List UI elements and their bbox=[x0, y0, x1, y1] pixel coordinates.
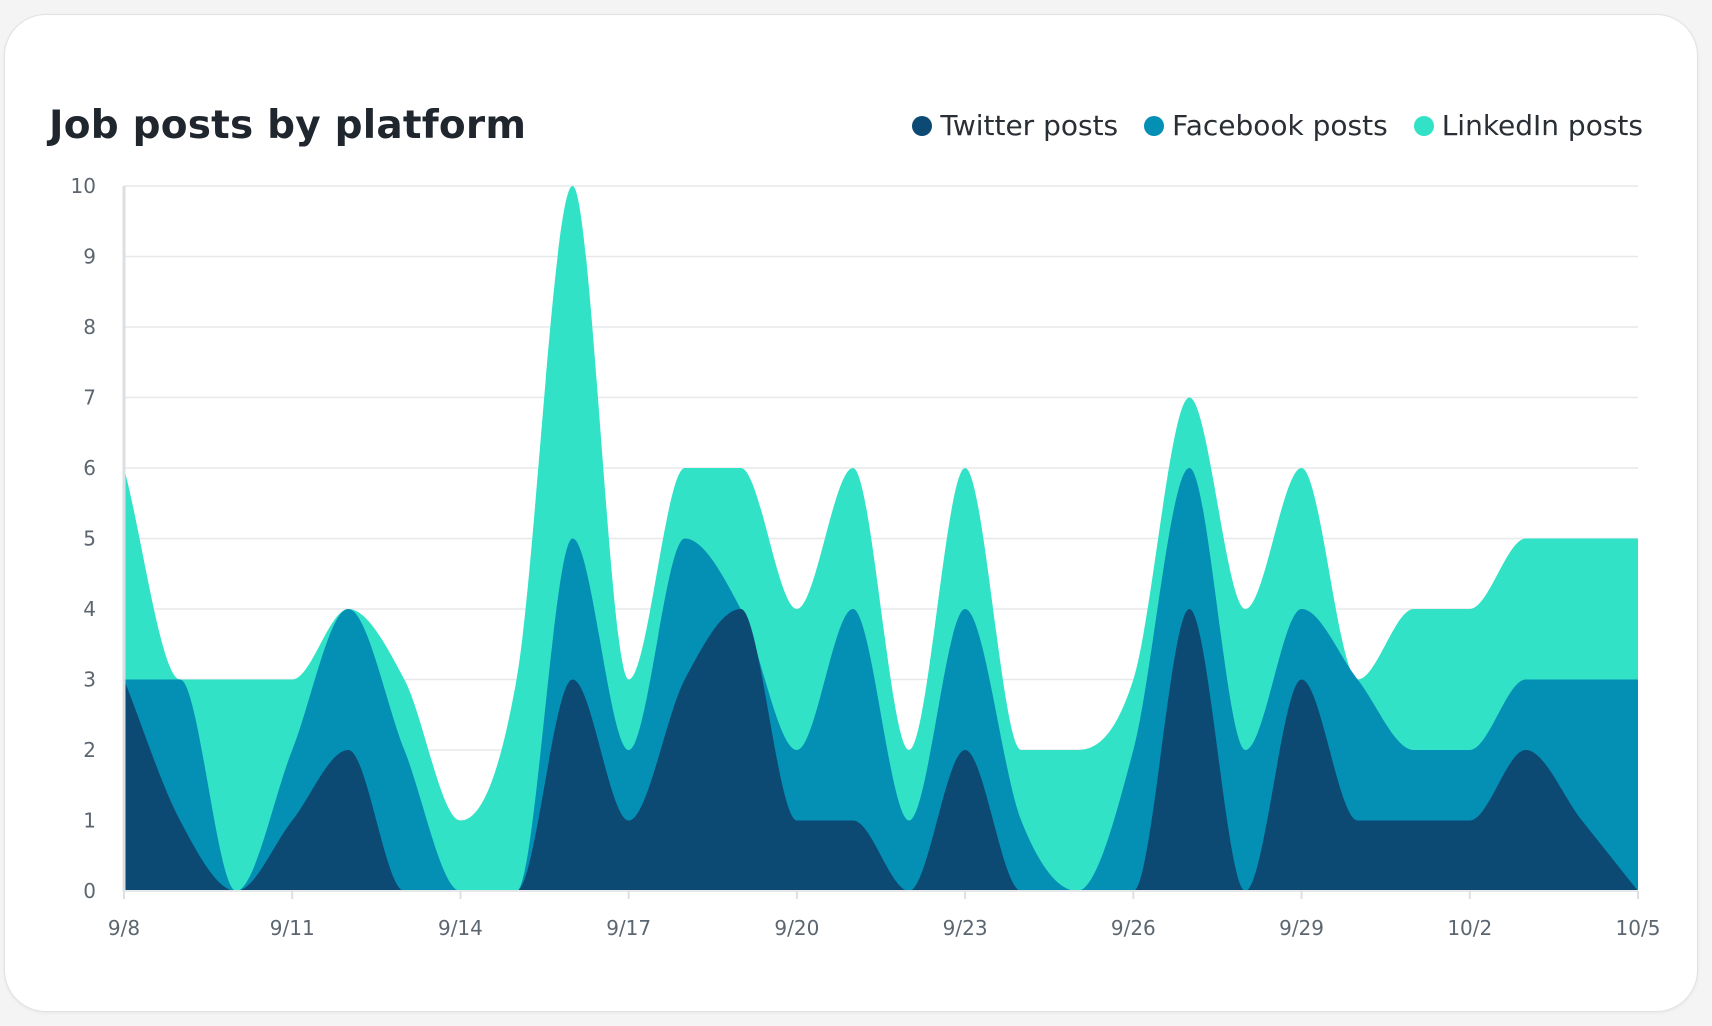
y-tick-label-5: 5 bbox=[83, 527, 96, 551]
x-tick-label-9-11: 9/11 bbox=[270, 916, 315, 940]
legend-dot-facebook bbox=[1144, 115, 1165, 136]
x-tick-label-9-26: 9/26 bbox=[1111, 916, 1156, 940]
legend-item-facebook[interactable]: Facebook posts bbox=[1144, 109, 1388, 142]
y-tick-label-0: 0 bbox=[83, 879, 96, 903]
x-tick-label-9-20: 9/20 bbox=[774, 916, 819, 940]
y-tick-label-7: 7 bbox=[83, 386, 96, 410]
legend-dot-linkedin bbox=[1413, 115, 1434, 136]
chart-title: Job posts by platform bbox=[49, 103, 527, 148]
legend-item-twitter[interactable]: Twitter posts bbox=[912, 109, 1118, 142]
y-tick-label-4: 4 bbox=[83, 597, 96, 621]
x-tick-label-10-2: 10/2 bbox=[1447, 916, 1492, 940]
legend-item-linkedin[interactable]: LinkedIn posts bbox=[1413, 109, 1643, 142]
legend-label-twitter: Twitter posts bbox=[940, 109, 1119, 142]
x-tick-label-10-5: 10/5 bbox=[1616, 916, 1661, 940]
area-linkedin-posts[interactable] bbox=[124, 186, 1638, 891]
area-facebook-posts[interactable] bbox=[124, 468, 1638, 891]
y-tick-label-1: 1 bbox=[83, 809, 96, 833]
chart-legend: Twitter posts Facebook posts LinkedIn po… bbox=[912, 109, 1643, 142]
legend-label-linkedin: LinkedIn posts bbox=[1441, 109, 1643, 142]
y-tick-label-3: 3 bbox=[83, 668, 96, 692]
x-tick-label-9-23: 9/23 bbox=[943, 916, 988, 940]
y-tick-label-10: 10 bbox=[71, 174, 96, 198]
area-twitter-posts[interactable] bbox=[124, 609, 1638, 891]
x-tick-label-9-29: 9/29 bbox=[1279, 916, 1324, 940]
area-series bbox=[124, 186, 1638, 891]
y-tick-label-9: 9 bbox=[83, 245, 96, 269]
axes bbox=[122, 186, 1639, 899]
legend-dot-twitter bbox=[912, 115, 933, 136]
x-tick-label-9-14: 9/14 bbox=[438, 916, 483, 940]
y-tick-label-6: 6 bbox=[83, 456, 96, 480]
x-tick-label-9-17: 9/17 bbox=[606, 916, 651, 940]
tick-labels: 0 1 2 3 4 5 6 7 8 9 10 9/8 9/11 9/14 9/17 9/20 9/23 9/26 9… bbox=[71, 174, 1661, 940]
y-tick-label-8: 8 bbox=[83, 315, 96, 339]
legend-label-facebook: Facebook posts bbox=[1172, 109, 1388, 142]
y-tick-label-2: 2 bbox=[83, 738, 96, 762]
x-tick-label-9-8: 9/8 bbox=[108, 916, 140, 940]
